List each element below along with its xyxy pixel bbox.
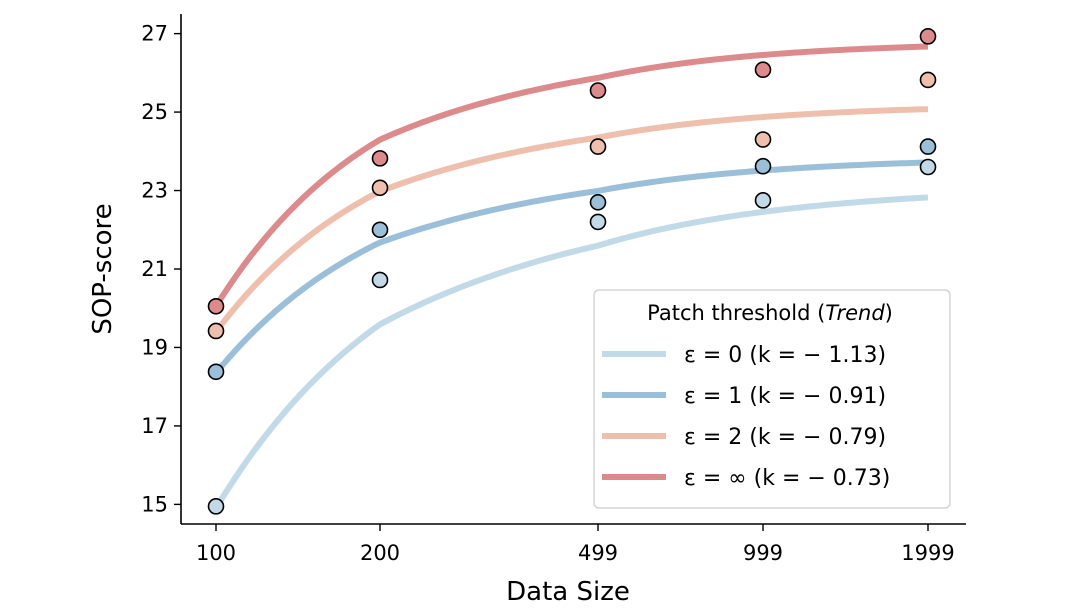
y-tick-label: 15 (141, 492, 168, 516)
fit-line (213, 194, 929, 510)
y-tick-label: 25 (141, 100, 168, 124)
x-tick-label: 200 (360, 541, 400, 565)
y-tick-label: 19 (141, 335, 168, 359)
legend-frame (593, 289, 951, 509)
data-points (207, 28, 937, 515)
fit-line (213, 106, 929, 334)
data-point (919, 158, 937, 176)
legend-entry-label: ε = 2 (k = − 0.79) (684, 425, 886, 450)
x-ticks: 100 200 499 999 1999 (196, 524, 955, 565)
y-tick-label: 23 (141, 179, 168, 203)
data-point (754, 131, 772, 148)
data-point (371, 271, 389, 289)
x-axis-label: Data Size (506, 577, 630, 607)
data-point (754, 192, 772, 209)
legend-entry-label: ε = 0 (k = − 1.13) (684, 343, 886, 368)
data-point (371, 179, 389, 197)
y-ticks: 15 17 19 21 23 25 27 (141, 22, 181, 516)
data-point (589, 82, 607, 99)
data-point (919, 71, 937, 89)
data-point (754, 61, 772, 79)
data-point (589, 194, 607, 211)
data-point (589, 138, 607, 155)
legend-entry-label: ε = 1 (k = − 0.91) (684, 384, 886, 409)
data-point (207, 297, 225, 315)
data-point (207, 363, 225, 381)
data-point (919, 28, 937, 45)
data-point (207, 322, 225, 340)
x-tick-label: 999 (743, 541, 783, 565)
data-point (589, 213, 607, 231)
y-tick-label: 27 (141, 22, 168, 46)
data-point (754, 157, 772, 175)
x-tick-label: 100 (196, 541, 236, 565)
legend-title: Patch threshold (Trend) (647, 301, 893, 325)
data-point (919, 138, 937, 155)
data-point (371, 221, 389, 239)
legend-entry-label: ε = ∞ (k = − 0.73) (684, 466, 890, 491)
data-point (207, 498, 225, 515)
data-point (371, 150, 389, 167)
fit-line (213, 43, 929, 308)
fit-line (213, 159, 929, 375)
y-tick-label: 17 (141, 414, 168, 438)
fit-lines (213, 43, 929, 510)
y-axis-label: SOP-score (88, 203, 118, 334)
legend: Patch threshold (Trend) ε = 0 (k = − 1.1… (593, 289, 951, 509)
legend-entries: ε = 0 (k = − 1.13) ε = 1 (k = − 0.91) ε = … (602, 343, 890, 491)
y-tick-label: 21 (141, 257, 168, 281)
x-tick-label: 1999 (901, 541, 954, 565)
x-tick-label: 499 (578, 541, 618, 565)
